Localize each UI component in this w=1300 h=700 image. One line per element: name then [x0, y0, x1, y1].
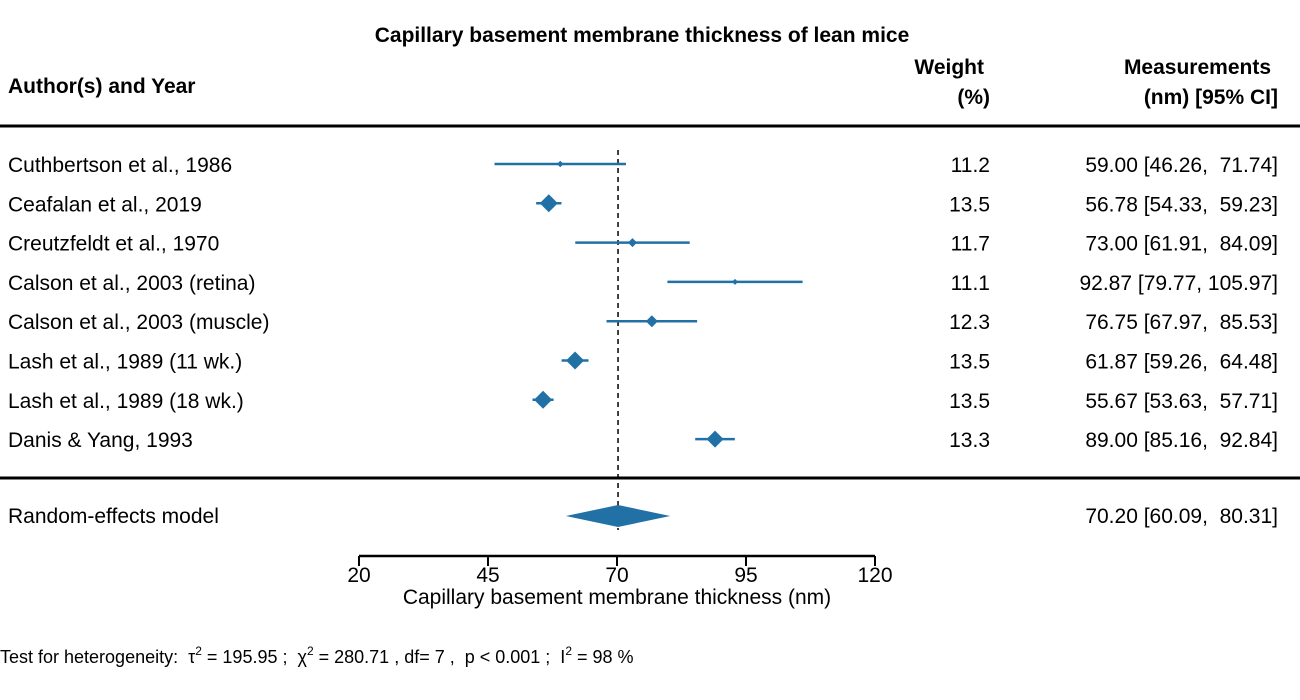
study-label: Lash et al., 1989 (11 wk.) — [8, 351, 242, 374]
point-estimate-marker — [566, 351, 585, 370]
study-weight: 13.5 — [949, 351, 990, 374]
heterogeneity-test: Test for heterogeneity: τ2 = 195.95 ; χ2… — [0, 644, 634, 667]
summary-label: Random-effects model — [8, 505, 219, 528]
study-label: Creutzfeldt et al., 1970 — [8, 233, 219, 256]
study-weight: 13.3 — [949, 429, 990, 452]
study-row: Cuthbertson et al., 1986 11.2 59.00 [46.26… — [8, 154, 1278, 177]
summary-ci-text: 70.20 [60.09, 80.31] — [1085, 505, 1278, 528]
chart-title: Capillary basement membrane thickness of… — [375, 24, 910, 47]
study-label: Cuthbertson et al., 1986 — [8, 154, 232, 177]
study-label: Ceafalan et al., 2019 — [8, 193, 202, 216]
point-estimate-marker — [556, 160, 564, 168]
point-estimate-marker — [539, 194, 558, 213]
point-estimate-marker — [534, 390, 553, 409]
x-tick-label: 120 — [857, 564, 892, 587]
study-row: Creutzfeldt et al., 1970 11.7 73.00 [61.91… — [8, 233, 1278, 256]
summary-diamond — [565, 505, 671, 527]
point-estimate-marker — [706, 430, 724, 448]
study-row: Danis & Yang, 1993 13.3 89.00 [85.16, 92.8… — [8, 429, 1278, 452]
measurement-column-unit: (nm) [95% CI] — [1144, 86, 1278, 109]
study-ci-text: 73.00 [61.91, 84.09] — [1085, 233, 1278, 256]
study-row: Ceafalan et al., 2019 13.5 56.78 [54.33, 5… — [8, 193, 1278, 216]
study-ci-text: 76.75 [67.97, 85.53] — [1085, 311, 1278, 334]
study-row: Lash et al., 1989 (11 wk.) 13.5 61.87 [59.… — [8, 351, 1278, 374]
study-ci-text: 56.78 [54.33, 59.23] — [1085, 193, 1278, 216]
study-label: Calson et al., 2003 (retina) — [8, 272, 255, 295]
x-tick-label: 70 — [605, 564, 628, 587]
study-weight: 11.1 — [951, 272, 990, 295]
weight-column-header: Weight — [914, 56, 984, 79]
x-tick-label: 20 — [347, 564, 370, 587]
study-ci-text: 61.87 [59.26, 64.48] — [1085, 351, 1278, 374]
point-estimate-marker — [645, 315, 658, 328]
study-ci-text: 59.00 [46.26, 71.74] — [1085, 154, 1278, 177]
study-weight: 11.7 — [951, 233, 990, 256]
study-weight: 12.3 — [949, 311, 990, 334]
study-weight: 13.5 — [949, 193, 990, 216]
x-tick-label: 45 — [476, 564, 499, 587]
study-rows: Cuthbertson et al., 1986 11.2 59.00 [46.26… — [8, 154, 1278, 452]
x-axis: 20 45 70 95 120 — [347, 554, 893, 587]
weight-column-unit: (%) — [957, 86, 990, 109]
study-row: Calson et al., 2003 (retina) 11.1 92.87 [7… — [8, 272, 1278, 295]
x-tick-label: 95 — [734, 564, 757, 587]
study-label: Calson et al., 2003 (muscle) — [8, 311, 269, 334]
study-column-header: Author(s) and Year — [8, 75, 195, 98]
study-ci-text: 92.87 [79.77, 105.97] — [1079, 272, 1278, 295]
study-row: Lash et al., 1989 (18 wk.) 13.5 55.67 [53.… — [8, 390, 1278, 413]
point-estimate-marker — [732, 278, 739, 285]
study-row: Calson et al., 2003 (muscle) 12.3 76.75 [6… — [8, 311, 1278, 334]
study-weight: 13.5 — [949, 390, 990, 413]
study-ci-text: 55.67 [53.63, 57.71] — [1085, 390, 1278, 413]
study-label: Lash et al., 1989 (18 wk.) — [8, 390, 244, 413]
study-weight: 11.2 — [951, 154, 990, 177]
x-axis-label: Capillary basement membrane thickness (n… — [403, 586, 831, 609]
study-label: Danis & Yang, 1993 — [8, 429, 193, 452]
measurement-column-header: Measurements — [1124, 56, 1271, 79]
point-estimate-marker — [627, 238, 637, 248]
study-ci-text: 89.00 [85.16, 92.84] — [1085, 429, 1278, 452]
